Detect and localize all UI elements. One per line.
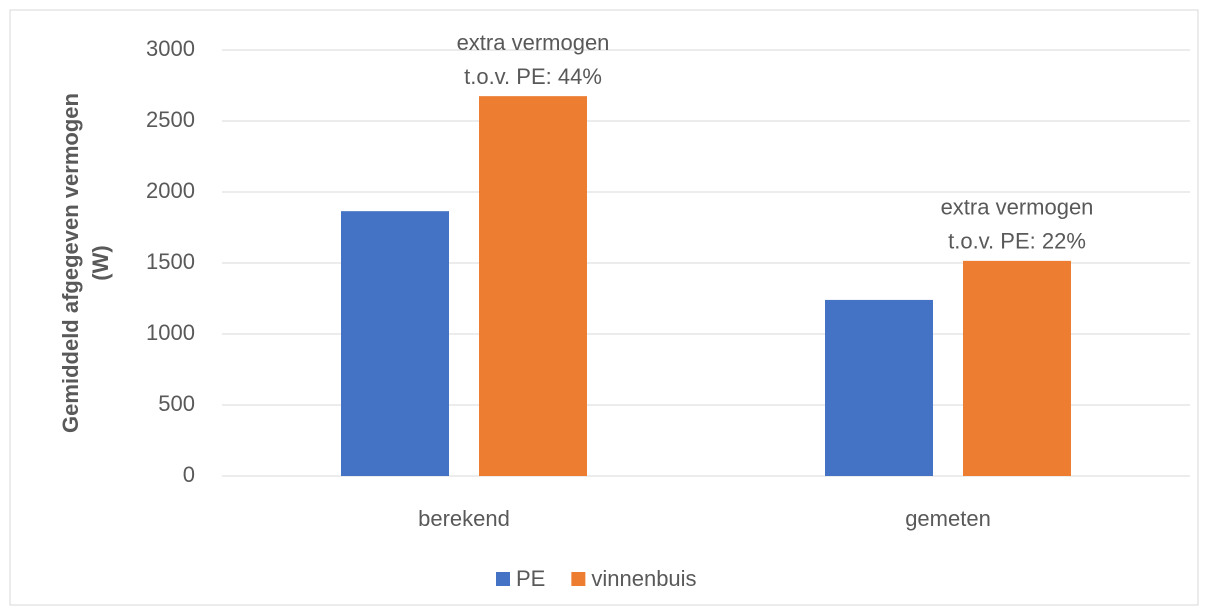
bar bbox=[341, 211, 449, 477]
legend-swatch bbox=[571, 572, 586, 586]
legend-label: vinnenbuis bbox=[591, 566, 696, 591]
annotation: extra vermogen bbox=[457, 30, 610, 55]
y-axis-label-line: Gemiddeld afgegeven vermogen bbox=[58, 93, 83, 433]
legend-label: PE bbox=[516, 566, 545, 591]
annotation: extra vermogen bbox=[941, 195, 1094, 220]
x-tick-label: gemeten bbox=[905, 506, 991, 531]
y-tick-label: 0 bbox=[183, 462, 195, 487]
annotation: t.o.v. PE: 22% bbox=[948, 229, 1086, 254]
y-tick-label: 2000 bbox=[146, 178, 195, 203]
y-tick-label: 3000 bbox=[146, 36, 195, 61]
bar bbox=[963, 260, 1071, 476]
y-tick-label: 1000 bbox=[146, 320, 195, 345]
y-tick-label: 1500 bbox=[146, 249, 195, 274]
x-tick-label: berekend bbox=[418, 506, 510, 531]
y-axis-label: Gemiddeld afgegeven vermogen (W) bbox=[58, 93, 113, 433]
bar bbox=[479, 96, 587, 477]
y-axis-label-line: (W) bbox=[88, 245, 113, 280]
bar bbox=[825, 299, 933, 476]
annotation: t.o.v. PE: 44% bbox=[464, 64, 602, 89]
legend-swatch bbox=[496, 572, 510, 586]
y-tick-label: 500 bbox=[158, 391, 195, 416]
y-tick-label: 2500 bbox=[146, 107, 195, 132]
